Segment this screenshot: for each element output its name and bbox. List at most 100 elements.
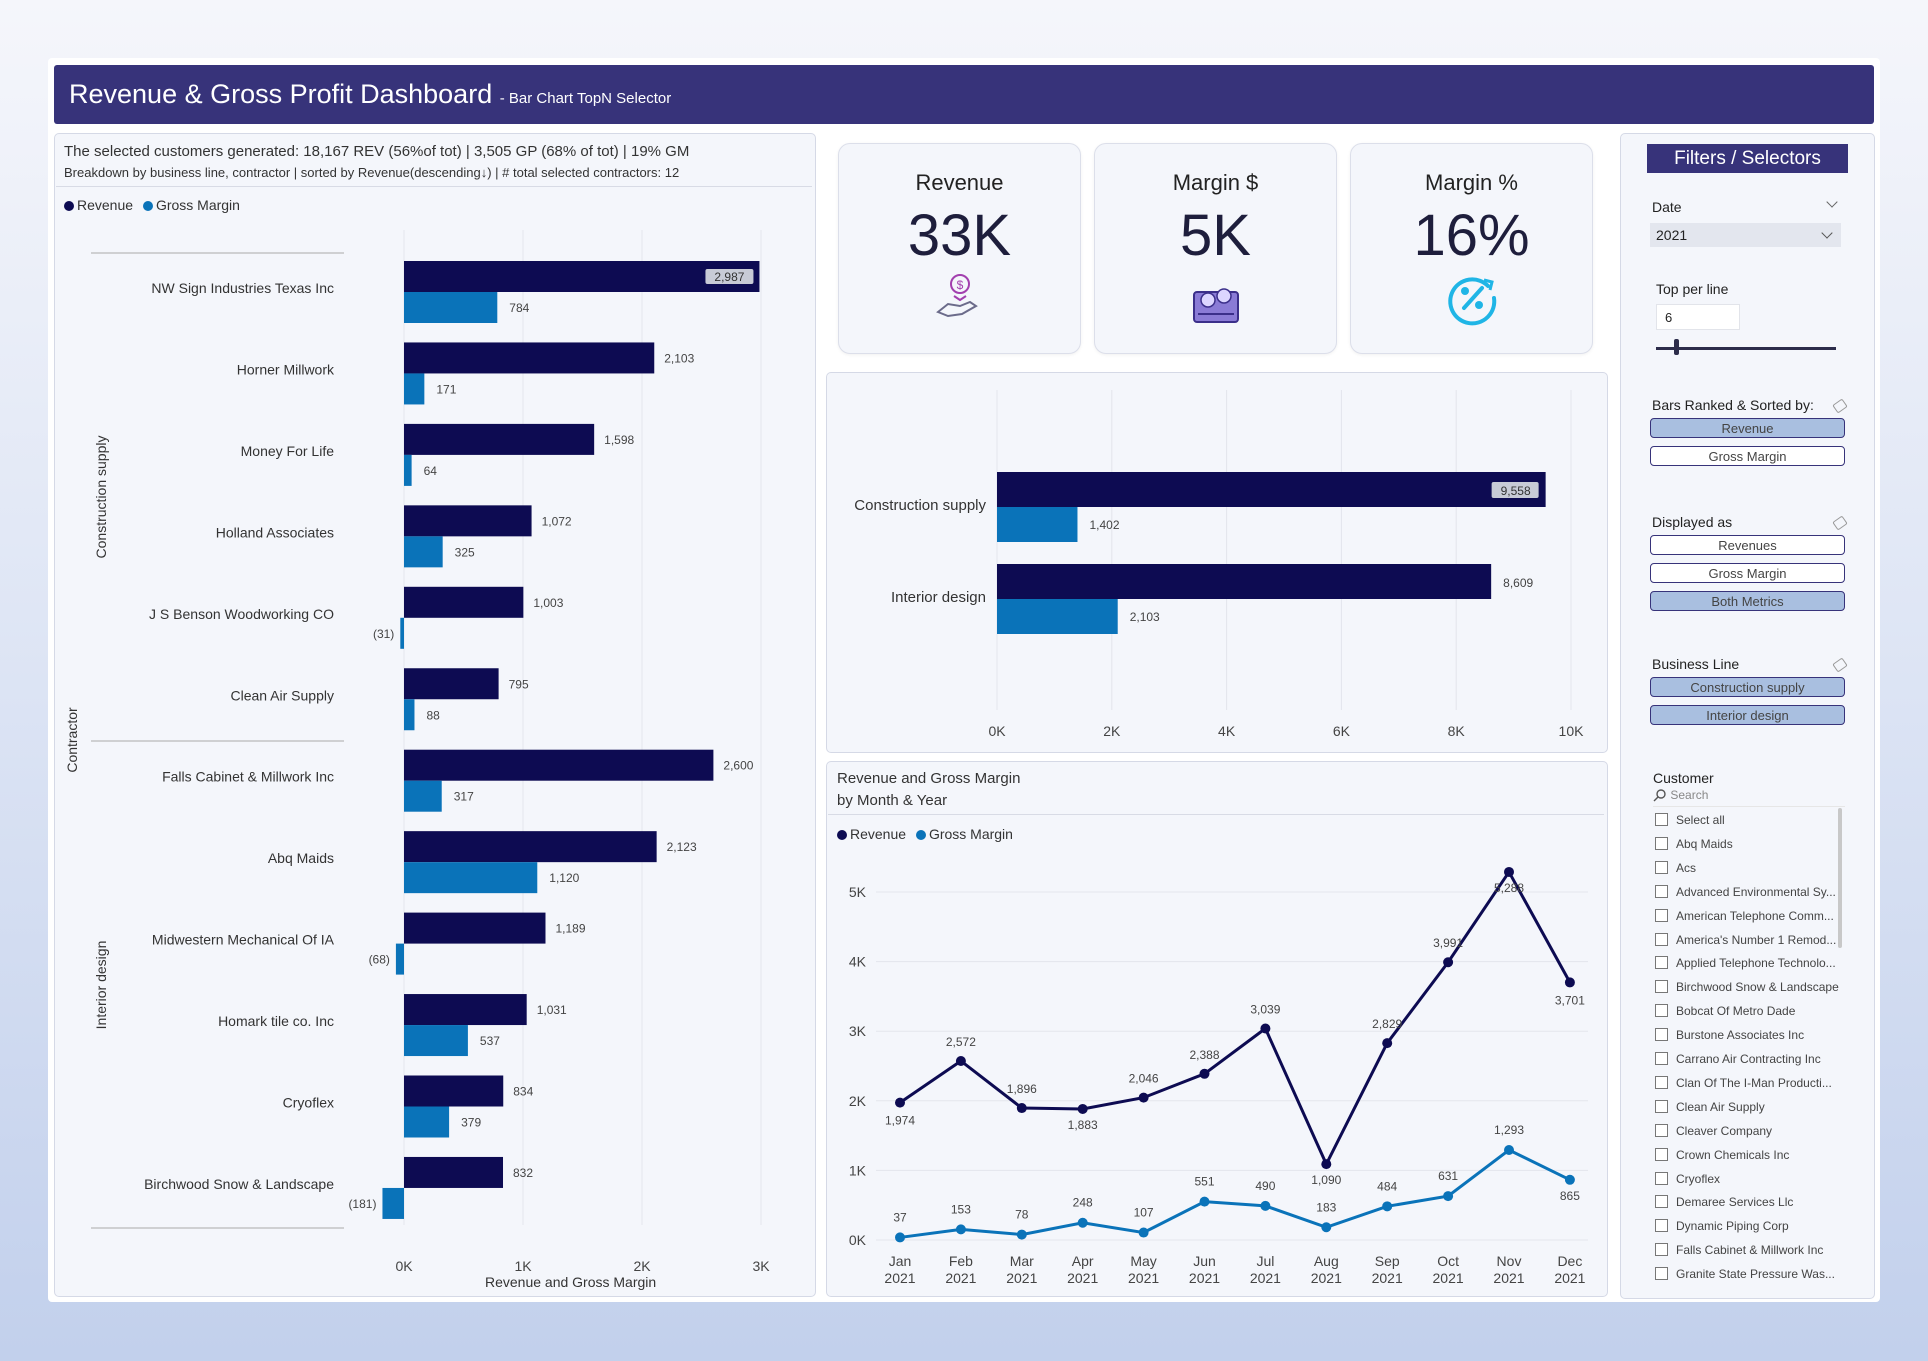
customer-name: Burstone Associates Inc: [1676, 1028, 1805, 1043]
legend-gm-dot: [142, 201, 153, 211]
data-label: 2,388: [1189, 1048, 1219, 1062]
checkbox[interactable]: [1655, 908, 1668, 922]
checkbox[interactable]: [1655, 813, 1668, 826]
customer-list-item[interactable]: Applied Telephone Technolo...: [1655, 956, 1845, 972]
x-tick-label: 2021: [884, 1270, 915, 1286]
customer-list-item[interactable]: Advanced Environmental Sy...: [1655, 884, 1845, 901]
date-dropdown[interactable]: 2021: [1650, 223, 1841, 247]
data-label: 2,829: [1372, 1017, 1402, 1031]
customer-list-item[interactable]: Clean Air Supply: [1655, 1099, 1845, 1116]
checkbox[interactable]: [1655, 1147, 1668, 1161]
y-tick-label: 0K: [849, 1232, 867, 1248]
customer-list-scrollbar[interactable]: [1838, 808, 1842, 948]
legend-gm-dot: [915, 830, 926, 840]
customer-name: Applied Telephone Technolo...: [1676, 956, 1836, 971]
customer-list-item[interactable]: Select all: [1655, 813, 1845, 829]
revenue-bar: [404, 831, 657, 863]
customer-list-item[interactable]: Burstone Associates Inc: [1655, 1028, 1845, 1044]
page-subtitle: - Bar Chart TopN Selector: [499, 90, 672, 107]
customer-name: Granite State Pressure Was...: [1676, 1267, 1835, 1282]
customer-list-item[interactable]: American Telephone Comm...: [1655, 908, 1845, 925]
checkbox[interactable]: [1655, 1219, 1668, 1233]
checkbox[interactable]: [1655, 1123, 1668, 1137]
customer-list-item[interactable]: Bobcat Of Metro Dade: [1655, 1004, 1845, 1020]
kpi-revenue-title: Revenue: [915, 170, 1004, 195]
x-tick-label: Feb: [949, 1253, 973, 1269]
gross-margin-bar: [404, 780, 442, 812]
chevron-down-icon: [1821, 227, 1833, 239]
data-label: 2,046: [1129, 1072, 1159, 1086]
kpi-margin-title: Margin $: [1172, 170, 1259, 195]
summary-breakdown-text: Breakdown by business line, contractor |…: [64, 165, 680, 180]
revenue-data-label: 832: [513, 1166, 533, 1180]
customer-list-item[interactable]: Birchwood Snow & Landscape: [1655, 980, 1845, 996]
data-label: 37: [893, 1210, 907, 1224]
checkbox[interactable]: [1655, 836, 1668, 850]
x-tick-label: 2021: [1189, 1270, 1220, 1286]
business-line-interior-button[interactable]: Interior design: [1650, 705, 1845, 725]
customer-list-item[interactable]: America's Number 1 Remod...: [1655, 932, 1845, 949]
x-tick-label: 2021: [1493, 1270, 1524, 1286]
business-line-construction-button[interactable]: Construction supply: [1650, 677, 1845, 697]
category-label: Construction supply: [854, 497, 986, 514]
displayed-as-gross-margin-button[interactable]: Gross Margin: [1650, 563, 1845, 583]
revenue-bar: [404, 912, 546, 944]
top-per-line-input[interactable]: 6: [1656, 304, 1740, 330]
checkbox[interactable]: [1655, 1171, 1668, 1185]
customer-list-item[interactable]: Falls Cabinet & Millwork Inc: [1655, 1243, 1845, 1259]
top-per-line-slider-track[interactable]: [1656, 347, 1836, 350]
y-tick-label: 2K: [849, 1093, 867, 1109]
revenue-data-label: 1,189: [555, 922, 585, 936]
gross-margin-data-label: 379: [461, 1116, 481, 1130]
customer-list-item[interactable]: Crown Chemicals Inc: [1655, 1147, 1845, 1164]
page-title: Revenue & Gross Profit Dashboard - Bar C…: [69, 79, 671, 110]
revenue-data-label: 1,003: [533, 596, 563, 610]
ranked-by-revenue-button[interactable]: Revenue: [1650, 418, 1845, 438]
checkbox[interactable]: [1655, 932, 1668, 946]
monthly-chart-panel: [826, 761, 1608, 1297]
customer-list-item[interactable]: Granite State Pressure Was...: [1655, 1267, 1845, 1283]
checkbox[interactable]: [1655, 1267, 1668, 1281]
y-tick-label: 3K: [849, 1023, 867, 1039]
kpi-margin-pct-value: 16%: [1413, 203, 1530, 268]
revenue-data-label: 2,600: [723, 759, 753, 773]
customer-name: American Telephone Comm...: [1676, 908, 1834, 923]
x-tick-label: 0K: [395, 1258, 413, 1274]
checkbox[interactable]: [1655, 1075, 1668, 1089]
checkbox[interactable]: [1655, 956, 1668, 970]
customer-list-item[interactable]: Dynamic Piping Corp: [1655, 1219, 1845, 1235]
x-tick-label: 2021: [1311, 1270, 1342, 1286]
gross-margin-data-label: 1,402: [1089, 518, 1119, 532]
data-point: [1321, 1159, 1332, 1170]
top-per-line-slider-handle[interactable]: [1674, 339, 1679, 355]
customer-name: Clean Air Supply: [1676, 1099, 1765, 1114]
displayed-as-both-metrics-button[interactable]: Both Metrics: [1650, 591, 1845, 611]
customer-list-item[interactable]: Abq Maids: [1655, 836, 1845, 853]
customer-list-item[interactable]: Cryoflex: [1655, 1171, 1845, 1188]
checkbox[interactable]: [1655, 1052, 1668, 1065]
checkbox[interactable]: [1655, 884, 1668, 898]
summary-text: The selected customers generated: 18,167…: [64, 143, 690, 160]
customer-list-item[interactable]: Demaree Services Llc: [1655, 1195, 1845, 1211]
customer-search-placeholder: Search: [1670, 788, 1709, 802]
customer-list-item[interactable]: Carrano Air Contracting Inc: [1655, 1052, 1845, 1068]
customer-search-input[interactable]: Search: [1653, 788, 1845, 807]
data-point: [1077, 1217, 1088, 1228]
checkbox[interactable]: [1655, 1004, 1668, 1018]
customer-list-item[interactable]: Clan Of The I-Man Producti...: [1655, 1075, 1845, 1092]
checkbox[interactable]: [1655, 860, 1668, 874]
checkbox[interactable]: [1655, 1195, 1668, 1209]
checkbox[interactable]: [1655, 980, 1668, 994]
revenue-label-bg: [705, 269, 754, 284]
data-point: [1382, 1038, 1393, 1049]
checkbox[interactable]: [1655, 1243, 1668, 1257]
customer-list-item[interactable]: Cleaver Company: [1655, 1123, 1845, 1140]
displayed-as-revenues-button[interactable]: Revenues: [1650, 535, 1845, 555]
checkbox[interactable]: [1655, 1099, 1668, 1113]
ranked-by-gross-margin-button[interactable]: Gross Margin: [1650, 446, 1845, 466]
customer-list-item[interactable]: Acs: [1655, 860, 1845, 877]
checkbox[interactable]: [1655, 1028, 1668, 1042]
gross-margin-data-label: 317: [454, 790, 474, 804]
kpi-margin-value: 5K: [1180, 203, 1251, 268]
revenue-bar: [404, 586, 524, 618]
